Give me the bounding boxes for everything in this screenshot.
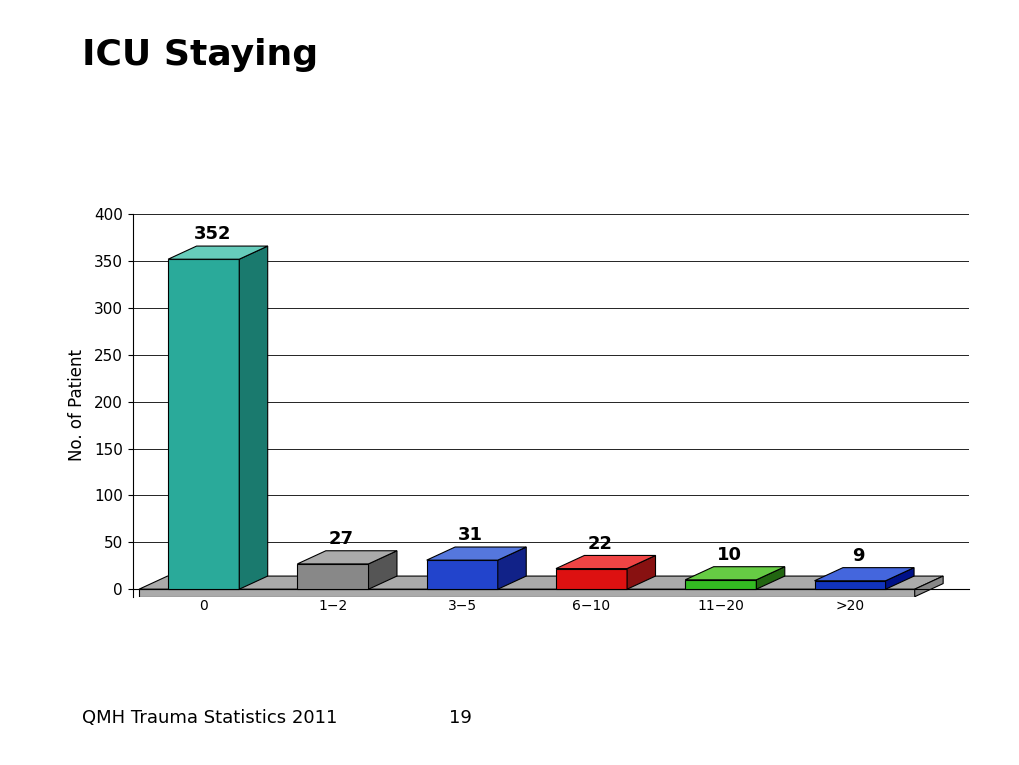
Text: 27: 27 [329, 530, 354, 548]
Polygon shape [756, 567, 784, 589]
Polygon shape [168, 246, 267, 259]
Polygon shape [814, 581, 884, 589]
Polygon shape [914, 576, 943, 597]
Text: 9: 9 [852, 547, 864, 565]
Text: 10: 10 [716, 546, 741, 564]
Polygon shape [685, 580, 756, 589]
Polygon shape [298, 564, 368, 589]
Polygon shape [814, 568, 913, 581]
Text: 352: 352 [194, 225, 230, 243]
Text: QMH Trauma Statistics 2011: QMH Trauma Statistics 2011 [82, 708, 336, 727]
Polygon shape [168, 259, 239, 589]
Polygon shape [139, 589, 914, 597]
Polygon shape [368, 551, 396, 589]
Text: 31: 31 [458, 526, 483, 544]
Polygon shape [685, 567, 784, 580]
Text: ICU Staying: ICU Staying [82, 38, 317, 72]
Polygon shape [426, 560, 497, 589]
Text: 19: 19 [448, 708, 471, 727]
Polygon shape [884, 568, 913, 589]
Polygon shape [139, 576, 943, 589]
Polygon shape [555, 555, 655, 568]
Text: 22: 22 [587, 535, 612, 552]
Polygon shape [555, 568, 627, 589]
Polygon shape [426, 547, 526, 560]
Polygon shape [298, 551, 396, 564]
Polygon shape [627, 555, 655, 589]
Polygon shape [497, 547, 526, 589]
Y-axis label: No. of Patient: No. of Patient [67, 350, 86, 461]
Polygon shape [239, 246, 267, 589]
